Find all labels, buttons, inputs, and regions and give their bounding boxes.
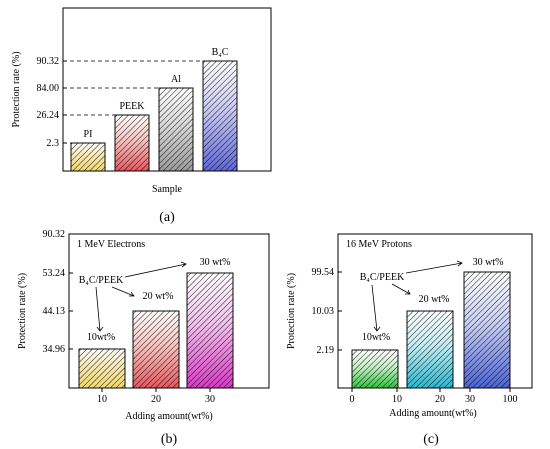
panel-label: (b) <box>161 432 178 447</box>
bar-10wt-hatch <box>78 348 126 389</box>
bar-pi-hatch <box>70 142 106 172</box>
x-axis-title: Sample <box>152 184 183 195</box>
y-axis-title: Protection rate (%) <box>286 273 297 349</box>
chart-title: 1 MeV Electrons <box>77 239 145 250</box>
x-tick-label: 0 <box>350 394 355 405</box>
series-annotation: B₄C/PEEK <box>360 272 405 283</box>
chart-title: 16 MeV Protons <box>346 239 412 250</box>
arrow <box>371 284 381 332</box>
arrow <box>124 261 187 278</box>
bar-20wt-hatch <box>132 310 180 389</box>
bar-label: 10wt% <box>362 332 390 343</box>
chart-b: 34.96 44.13 53.24 90.32 10 20 30 1 MeV Electron… <box>17 229 270 447</box>
arrow <box>111 286 135 297</box>
bar-label: Al <box>171 74 181 85</box>
panel-label: (a) <box>159 210 175 225</box>
y-tick-label: 44.13 <box>43 306 66 317</box>
bar-peek-hatch <box>114 114 150 172</box>
bar-label: 30 wt% <box>473 257 504 268</box>
y-tick-label: 26.24 <box>37 110 60 121</box>
bar-label: 20 wt% <box>143 291 174 302</box>
chart-a: 2.3 PI 26.24 PEEK 84.00 Al 90.32 B₄C Protection … <box>11 7 272 225</box>
y-tick-label: 53.24 <box>43 268 66 279</box>
bar-label: 30 wt% <box>200 257 231 268</box>
panel-label: (c) <box>423 432 439 447</box>
x-tick-label: 10 <box>392 394 402 405</box>
bar-10wt-hatch <box>351 349 399 389</box>
x-tick-label: 100 <box>503 394 518 405</box>
y-tick-label: 34.96 <box>43 344 66 355</box>
y-tick-label: 2.19 <box>317 345 335 356</box>
bar-30wt-hatch <box>463 271 511 389</box>
bar-b4c-hatch <box>202 60 238 172</box>
arrow <box>405 260 463 274</box>
bar-label: 20 wt% <box>419 294 450 305</box>
y-tick-label: 90.32 <box>43 229 66 240</box>
bar-30wt-hatch <box>186 272 234 389</box>
x-axis-title: Adding amount(wt%) <box>389 408 477 419</box>
x-axis-title: Adding amount(wt%) <box>125 411 213 422</box>
bar-label: PI <box>84 129 93 140</box>
series-annotation: B₄C/PEEK <box>79 275 124 286</box>
bar-label: PEEK <box>120 101 146 112</box>
y-tick-label: 10.03 <box>312 306 335 317</box>
arrow <box>95 286 104 332</box>
x-tick-label: 30 <box>465 394 475 405</box>
bar-label: 10wt% <box>87 332 115 343</box>
arrow <box>391 283 411 295</box>
x-tick-label: 20 <box>151 394 161 405</box>
bar-20wt-hatch <box>406 310 454 389</box>
y-axis-title: Protection rate (%) <box>17 273 28 349</box>
x-tick-label: 20 <box>435 394 445 405</box>
chart-c: 2.19 10.03 99.54 0 10 20 30 100 16 MeV Protons B₄… <box>286 233 533 447</box>
y-tick-label: 2.3 <box>47 138 60 149</box>
y-tick-label: 90.32 <box>37 56 60 67</box>
y-tick-label: 84.00 <box>37 83 60 94</box>
bar-label: B₄C <box>212 47 229 58</box>
y-tick-label: 99.54 <box>312 267 335 278</box>
bar-al-hatch <box>158 87 194 172</box>
x-tick-label: 30 <box>205 394 215 405</box>
y-axis-title: Protection rate (%) <box>11 51 22 127</box>
x-tick-label: 10 <box>97 394 107 405</box>
